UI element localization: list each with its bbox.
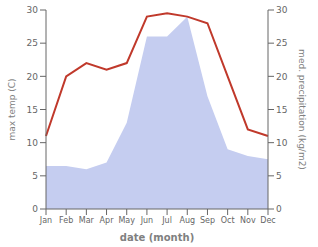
svg-text:Dec: Dec — [260, 216, 275, 225]
svg-text:5: 5 — [32, 171, 38, 181]
svg-text:0: 0 — [32, 204, 38, 214]
svg-text:max temp (C): max temp (C) — [8, 78, 17, 140]
svg-text:Sep: Sep — [200, 216, 215, 225]
svg-text:Oct: Oct — [221, 216, 235, 225]
svg-text:15: 15 — [276, 105, 287, 115]
svg-text:25: 25 — [27, 38, 38, 48]
svg-text:5: 5 — [276, 171, 282, 181]
svg-text:Jul: Jul — [161, 216, 172, 225]
svg-text:Apr: Apr — [100, 216, 115, 225]
svg-text:15: 15 — [27, 105, 38, 115]
svg-text:Nov: Nov — [240, 216, 256, 225]
svg-text:25: 25 — [276, 38, 287, 48]
svg-text:Mar: Mar — [79, 216, 95, 225]
svg-text:Aug: Aug — [179, 216, 195, 225]
svg-text:20: 20 — [276, 72, 288, 82]
svg-text:May: May — [118, 216, 135, 225]
svg-text:20: 20 — [27, 72, 39, 82]
svg-text:date (month): date (month) — [120, 232, 194, 243]
svg-text:Jun: Jun — [140, 216, 154, 225]
svg-text:med. precipitation (kg/m2): med. precipitation (kg/m2) — [297, 49, 307, 170]
svg-text:Jan: Jan — [39, 216, 52, 225]
svg-text:10: 10 — [27, 138, 39, 148]
svg-text:10: 10 — [276, 138, 288, 148]
svg-text:0: 0 — [276, 204, 282, 214]
svg-text:30: 30 — [276, 5, 288, 15]
svg-text:Feb: Feb — [59, 216, 73, 225]
svg-text:30: 30 — [27, 5, 39, 15]
